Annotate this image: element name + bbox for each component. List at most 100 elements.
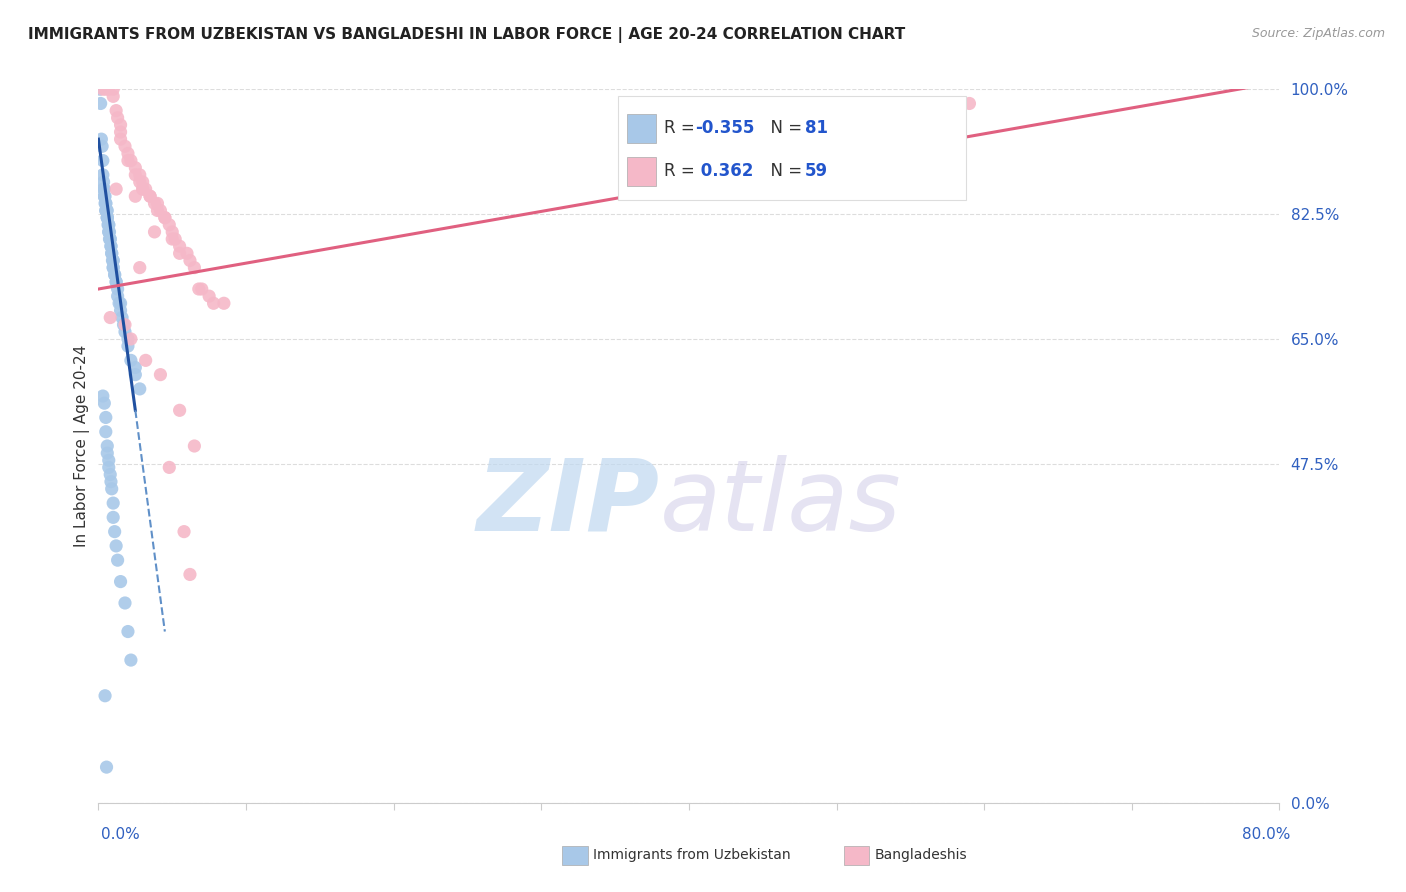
Point	[91, 139, 114, 153]
Point	[100, 239, 122, 253]
Point	[110, 118, 132, 132]
Text: Bangladeshis: Bangladeshis	[875, 847, 967, 862]
Point	[94, 410, 117, 425]
Point	[97, 225, 120, 239]
Point	[91, 168, 114, 182]
Text: IMMIGRANTS FROM UZBEKISTAN VS BANGLADESHI IN LABOR FORCE | AGE 20-24 CORRELATION: IMMIGRANTS FROM UZBEKISTAN VS BANGLADESH…	[28, 27, 905, 43]
Point	[135, 353, 157, 368]
Point	[93, 189, 115, 203]
Point	[105, 182, 128, 196]
Point	[173, 524, 195, 539]
Point	[103, 260, 125, 275]
Point	[104, 524, 127, 539]
Point	[98, 232, 121, 246]
Point	[96, 211, 118, 225]
Text: atlas: atlas	[659, 455, 901, 551]
Point	[94, 189, 117, 203]
Point	[117, 624, 139, 639]
Point	[143, 225, 166, 239]
Point	[162, 225, 183, 239]
Point	[104, 268, 127, 282]
Text: ZIP: ZIP	[477, 455, 659, 551]
Point	[103, 510, 125, 524]
Point	[97, 225, 120, 239]
Point	[94, 203, 117, 218]
Point	[101, 253, 124, 268]
Point	[97, 453, 120, 467]
Point	[96, 211, 118, 225]
Point	[94, 82, 117, 96]
Point	[96, 439, 118, 453]
Point	[96, 211, 118, 225]
Point	[157, 218, 180, 232]
Point	[98, 310, 121, 325]
Point	[94, 689, 117, 703]
Text: R =: R =	[665, 162, 700, 180]
Point	[100, 246, 122, 260]
Point	[128, 175, 150, 189]
Point	[94, 425, 117, 439]
Point	[128, 260, 150, 275]
Point	[117, 339, 139, 353]
Point	[98, 232, 121, 246]
Point	[128, 382, 150, 396]
Point	[146, 203, 169, 218]
Point	[183, 439, 205, 453]
Point	[96, 203, 118, 218]
Point	[107, 111, 129, 125]
Point	[108, 296, 131, 310]
Point	[124, 368, 146, 382]
Point	[107, 553, 129, 567]
Point	[114, 139, 136, 153]
Text: 59: 59	[806, 162, 828, 180]
Point	[117, 332, 139, 346]
Point	[124, 189, 146, 203]
Point	[103, 82, 125, 96]
Point	[97, 218, 120, 232]
Point	[93, 175, 115, 189]
Point	[93, 189, 115, 203]
Point	[96, 203, 118, 218]
Point	[165, 232, 187, 246]
Point	[153, 211, 176, 225]
Point	[96, 446, 118, 460]
Point	[114, 325, 136, 339]
Point	[191, 282, 214, 296]
Point	[93, 396, 115, 410]
Point	[212, 296, 235, 310]
Point	[98, 225, 121, 239]
Text: 0.362: 0.362	[696, 162, 754, 180]
Point	[120, 353, 142, 368]
Point	[112, 318, 135, 332]
Point	[162, 232, 183, 246]
Point	[110, 303, 132, 318]
Point	[176, 246, 198, 260]
Point	[124, 168, 146, 182]
Point	[107, 282, 129, 296]
Point	[169, 239, 191, 253]
Point	[959, 96, 981, 111]
Point	[169, 403, 191, 417]
Point	[183, 260, 205, 275]
Point	[100, 239, 122, 253]
Text: 0.0%: 0.0%	[101, 827, 141, 841]
Point	[103, 496, 125, 510]
Text: 81: 81	[806, 120, 828, 137]
Point	[132, 182, 155, 196]
Point	[96, 203, 118, 218]
Point	[110, 574, 132, 589]
Point	[91, 82, 114, 96]
Text: Source: ZipAtlas.com: Source: ZipAtlas.com	[1251, 27, 1385, 40]
Point	[146, 196, 169, 211]
Text: 80.0%: 80.0%	[1243, 827, 1291, 841]
Point	[97, 82, 120, 96]
Point	[97, 460, 120, 475]
Point	[202, 296, 225, 310]
Point	[105, 103, 128, 118]
Point	[128, 168, 150, 182]
Point	[100, 482, 122, 496]
Point	[94, 196, 117, 211]
Point	[91, 153, 114, 168]
Text: N =: N =	[761, 162, 807, 180]
Point	[110, 132, 132, 146]
